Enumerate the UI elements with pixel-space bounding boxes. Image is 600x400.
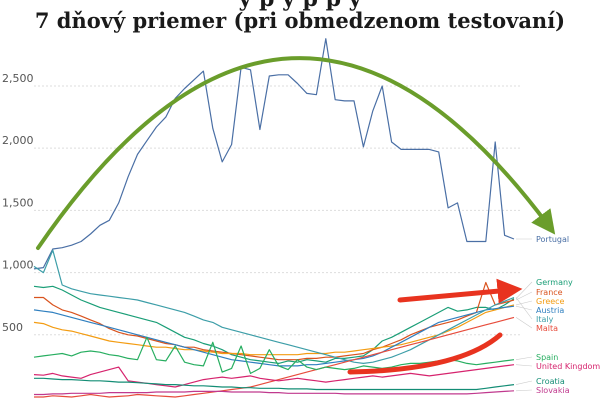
y-tick-label: 1,000 (2, 259, 34, 272)
arch-trend-arrow (36, 56, 556, 250)
legend-label: Germany (536, 278, 573, 287)
chart-title-partial: y p y p p y (238, 0, 363, 12)
legend-label: Portugal (536, 235, 569, 244)
legend-leader (515, 389, 533, 392)
y-tick-label: 2,500 (2, 72, 34, 85)
legend-leader (515, 364, 533, 367)
legend-leader (515, 380, 533, 385)
legend-label: United Kingdom (536, 362, 600, 371)
series-line-italy (33, 249, 515, 364)
rising-trend-arrow (347, 332, 503, 375)
legend-leader (515, 297, 533, 320)
legend-leader (515, 356, 533, 360)
series-line-spain (33, 336, 515, 374)
series-line-greece (33, 304, 515, 356)
legend-label: Greece (536, 297, 565, 306)
legend-label: Austria (536, 306, 564, 315)
y-tick-label: 2,000 (2, 134, 34, 147)
rising-trend-arrowhead (397, 278, 523, 304)
series-line-croatia (34, 377, 515, 391)
legend-label: Italy (536, 315, 554, 324)
legend-label: Spain (536, 353, 558, 362)
legend-label: Slovakia (536, 386, 570, 395)
series-line-austria (33, 305, 515, 367)
chart-title: 7 dňový priemer (pri obmedzenom testovan… (35, 8, 565, 33)
legend-label: France (536, 288, 563, 297)
y-tick-label: 1,500 (2, 196, 34, 209)
legend-label: Croatia (536, 377, 565, 386)
legend-label: Malta (536, 324, 558, 333)
y-tick-label: 500 (2, 321, 23, 334)
y-axis-ticks: 500 1,000 1,500 2,000 2,500 (2, 72, 34, 334)
legend-labels: Portugal GermanyFranceGreeceAustriaItalyM… (515, 235, 600, 395)
legend-leader (515, 300, 533, 306)
series-line-germany (33, 285, 515, 364)
series-line-united-kingdom (33, 364, 515, 388)
series-line-france (34, 281, 515, 361)
series-line-slovakia (34, 390, 515, 396)
series-line-portugal (33, 38, 515, 270)
series-line-malta (34, 316, 515, 398)
annotations (36, 56, 556, 375)
legend-leader (515, 317, 533, 329)
series-lines (33, 38, 515, 398)
